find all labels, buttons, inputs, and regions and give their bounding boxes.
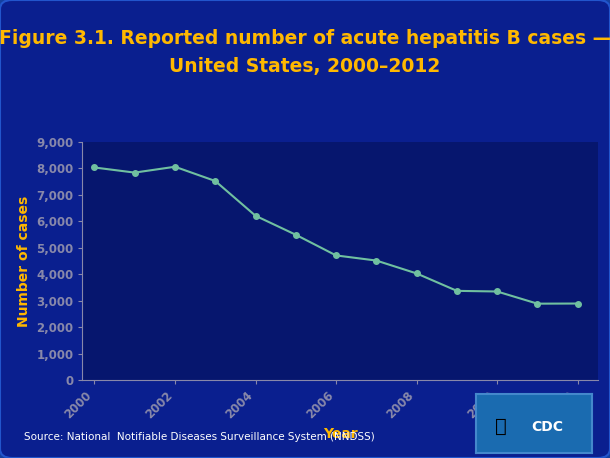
Text: 🦅: 🦅: [495, 417, 507, 436]
Text: Figure 3.1. Reported number of acute hepatitis B cases —: Figure 3.1. Reported number of acute hep…: [0, 29, 610, 49]
Y-axis label: Number of cases: Number of cases: [16, 196, 30, 327]
Text: CDC: CDC: [532, 420, 564, 434]
X-axis label: Year: Year: [323, 427, 357, 441]
Text: United States, 2000–2012: United States, 2000–2012: [170, 57, 440, 76]
Text: Source: National  Notifiable Diseases Surveillance System (NNDSS): Source: National Notifiable Diseases Sur…: [24, 432, 375, 442]
